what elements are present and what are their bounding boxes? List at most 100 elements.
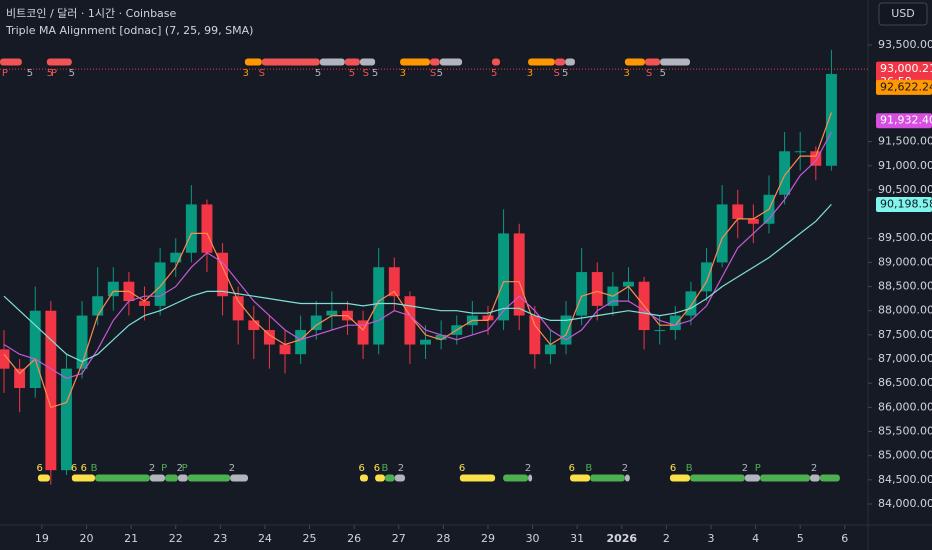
signal-label: 6 [670,463,676,474]
signal-label: 5 [437,68,443,79]
signal-label: S [646,68,652,79]
x-tick-label: 2 [663,532,670,545]
signal-strip [394,474,406,482]
signal-label: 2 [525,463,531,474]
signal-strip [261,58,320,66]
signal-label: 3 [527,68,533,79]
signal-strip [459,474,496,482]
signal-strip [644,58,661,66]
signal-strip [359,58,376,66]
candle-body [232,296,244,321]
candle-body [76,315,88,369]
signal-strip [149,474,166,482]
signal-label: 5 [47,68,53,79]
currency-box[interactable] [878,2,928,26]
signal-strip [439,58,463,66]
moving-average [3,112,832,409]
signal-strip [46,58,72,66]
signal-label: 2 [177,463,183,474]
signal-label: B [381,463,388,474]
signal-label: 3 [243,68,249,79]
signal-strip [760,474,811,482]
candle-body [263,330,275,345]
candle-body [201,204,213,253]
signal-label: 6 [81,463,87,474]
candle-body [685,291,697,316]
indicator-line: Triple MA Alignment [odnac] (7, 25, 99, … [5,24,253,37]
candle-body [248,320,260,331]
signal-strip [37,474,50,482]
symbol-line: 비트코인 / 달러 · 1시간 · Coinbase [6,7,177,20]
y-tick-label: 88,500.00 [878,280,932,293]
candle-body [669,315,681,331]
candle-body [404,296,416,345]
candle-body [279,344,291,355]
x-tick-label: 20 [80,532,94,545]
signal-strip [375,474,385,482]
signal-label: 6 [71,463,77,474]
candle-body [29,310,41,389]
y-tick-label: 87,000.00 [878,352,932,365]
signal-strip [429,58,440,66]
signal-label: 2 [811,463,817,474]
candle-body [794,151,806,153]
signal-strip [244,58,262,66]
y-tick-label: 93,500.00 [878,38,932,51]
signal-label: 5 [491,68,497,79]
signal-strip [528,58,555,66]
x-tick-label: 28 [436,532,450,545]
candle-body [701,262,712,292]
signal-strip [819,474,840,482]
plot: P 5 5P 5 3 S 5 5 S 5 3 S 5 5 3 S 5 3 S 56 6 6 B 2 P 2P 2 6 6 B 2 6 2 6 B 2 6… [0,49,868,485]
signal-strip [554,58,566,66]
candle-body [170,252,182,263]
signal-strip [0,58,22,66]
signal-strip [690,474,745,482]
candle-body [357,320,369,345]
x-tick-label: 19 [35,532,49,545]
price-badge-label: 92,622.24 [880,80,932,93]
signal-strip [359,474,368,482]
candle-body [716,204,728,263]
signal-strip [810,474,820,482]
signal-label: P [182,463,188,474]
candle-body [60,368,72,471]
price-badge [876,113,932,129]
signal-strip [165,474,178,482]
candle-body [295,330,307,355]
signal-label: 5 [372,68,378,79]
signal-label: 5 [27,68,33,79]
currency[interactable]: USD [891,7,915,20]
signal-label: 5 [660,68,666,79]
signal-strip [590,474,625,482]
signal-strip [565,58,575,66]
candle-body [513,233,525,316]
candle-body [810,151,822,166]
x-tick-label: 25 [303,532,317,545]
signal-strip [660,58,691,66]
signal-strip [230,474,248,482]
candle-body [310,315,322,331]
candle-body [747,218,759,224]
signal-label: B [91,463,98,474]
signal-strip [384,474,395,482]
candle-body [654,330,666,332]
signal-strip [570,474,591,482]
y-tick-label: 84,000.00 [878,497,932,510]
signal-label: 5 [315,68,321,79]
signal-label: 5 [349,68,355,79]
signal-label: P [755,463,761,474]
signal-label: 5 [69,68,75,79]
signal-label: 3 [400,68,406,79]
price-badge-label: 90,198.58 [880,197,932,210]
moving-average [3,131,832,380]
y-tick-label: 90,500.00 [878,183,932,196]
signal-label: P [51,68,57,79]
candle-body [482,315,494,321]
y-tick-label: 85,500.00 [878,425,932,438]
x-tick-label: 27 [392,532,406,545]
y-tick-label: 84,500.00 [878,473,932,486]
candle-body [388,267,400,297]
candle-body [576,272,588,316]
